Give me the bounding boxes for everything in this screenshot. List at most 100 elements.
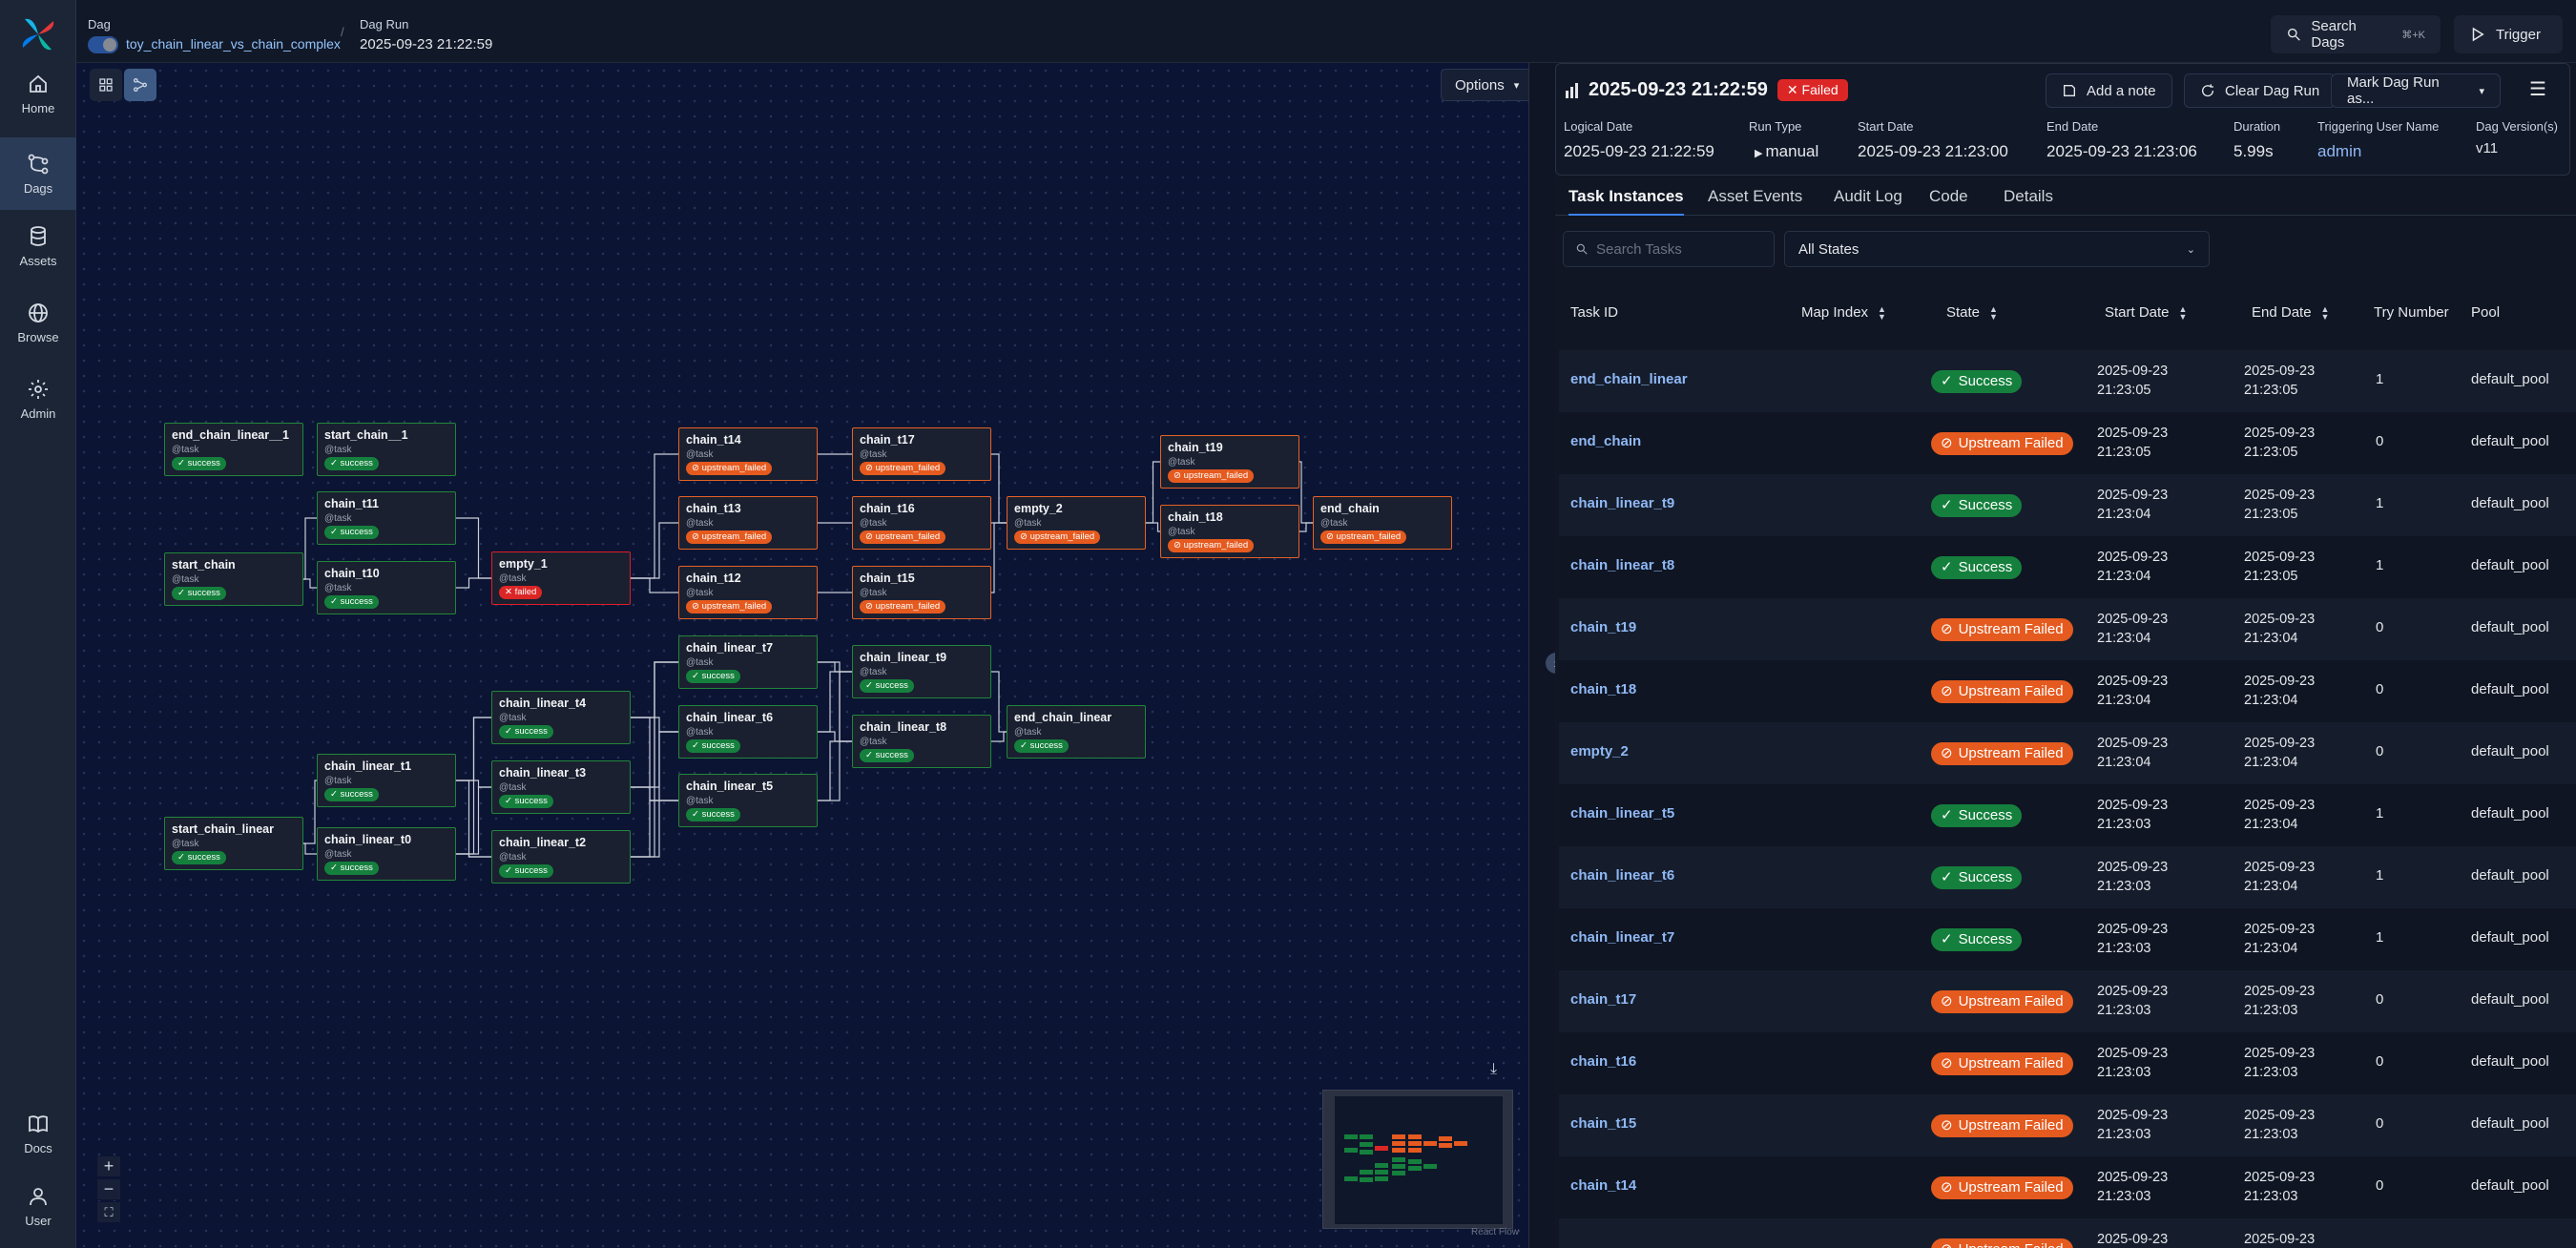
nav-home[interactable]: Home xyxy=(0,57,76,130)
task-id-link[interactable]: chain_t14 xyxy=(1570,1177,1637,1194)
task-node-chain-linear-t2[interactable]: chain_linear_t2 @task ✓ success xyxy=(491,830,631,884)
task-node-chain-t16[interactable]: chain_t16 @task ⊘ upstream_failed xyxy=(852,496,991,550)
task-node-chain-t18[interactable]: chain_t18 @task ⊘ upstream_failed xyxy=(1160,505,1299,558)
task-node-end-chain-linear--1[interactable]: end_chain_linear__1 @task ✓ success xyxy=(164,423,303,476)
task-id-link[interactable]: chain_linear_t9 xyxy=(1570,495,1675,511)
task-node-start-chain[interactable]: start_chain @task ✓ success xyxy=(164,552,303,606)
col-state[interactable]: State ▲ ▼ xyxy=(1946,304,1998,321)
dag-graph-canvas[interactable]: Options ▾ end_chain_linear__1 @task ✓ succ… xyxy=(76,63,1528,1248)
task-id-link[interactable]: chain_t17 xyxy=(1570,991,1637,1008)
task-node-empty-1[interactable]: empty_1 @task ✕ failed xyxy=(491,551,631,605)
graph-edge xyxy=(631,577,678,593)
task-id-link[interactable]: chain_t16 xyxy=(1570,1053,1637,1070)
try-number-cell: 1 xyxy=(2376,495,2384,511)
tab-asset-events[interactable]: Asset Events xyxy=(1708,187,1803,205)
task-node-type: @task xyxy=(686,657,714,668)
react-flow-attribution[interactable]: React Flow xyxy=(1471,1227,1520,1238)
clear-dag-run-button[interactable]: Clear Dag Run xyxy=(2184,73,2337,108)
task-node-chain-t13[interactable]: chain_t13 @task ⊘ upstream_failed xyxy=(678,496,818,550)
task-node-chain-linear-t8[interactable]: chain_linear_t8 @task ✓ success xyxy=(852,715,991,768)
dagrun-value[interactable]: 2025-09-23 21:22:59 xyxy=(360,36,493,52)
airflow-logo[interactable] xyxy=(17,13,59,55)
task-node-chain-linear-t9[interactable]: chain_linear_t9 @task ✓ success xyxy=(852,645,991,698)
task-node-chain-t19[interactable]: chain_t19 @task ⊘ upstream_failed xyxy=(1160,435,1299,489)
download-icon[interactable]: ⤓ xyxy=(1490,1061,1498,1077)
task-id-link[interactable]: chain_t19 xyxy=(1570,619,1637,635)
task-node-chain-t10[interactable]: chain_t10 @task ✓ success xyxy=(317,561,456,614)
zoom-in-button[interactable]: + xyxy=(97,1156,120,1177)
task-id-link[interactable]: chain_linear_t6 xyxy=(1570,867,1675,884)
task-node-start-chain--1[interactable]: start_chain__1 @task ✓ success xyxy=(317,423,456,476)
nav-user[interactable]: User xyxy=(0,1170,76,1242)
nav-browse[interactable]: Browse xyxy=(0,286,76,359)
start-date-time: 21:23:04 xyxy=(2097,693,2151,708)
trigger-button[interactable]: Trigger xyxy=(2454,15,2563,53)
state-filter-select[interactable]: All States ⌄ xyxy=(1784,231,2210,267)
col-try-number[interactable]: Try Number xyxy=(2374,304,2449,321)
task-node-chain-linear-t4[interactable]: chain_linear_t4 @task ✓ success xyxy=(491,691,631,744)
nav-docs[interactable]: Docs xyxy=(0,1097,76,1170)
task-node-chain-linear-t7[interactable]: chain_linear_t7 @task ✓ success xyxy=(678,635,818,689)
task-node-chain-linear-t1[interactable]: chain_linear_t1 @task ✓ success xyxy=(317,754,456,807)
add-note-button[interactable]: Add a note xyxy=(2046,73,2172,108)
grid-view-button[interactable] xyxy=(90,69,122,101)
task-node-end-chain-linear[interactable]: end_chain_linear @task ✓ success xyxy=(1007,705,1146,759)
task-node-chain-t17[interactable]: chain_t17 @task ⊘ upstream_failed xyxy=(852,427,991,481)
task-node-start-chain-linear[interactable]: start_chain_linear @task ✓ success xyxy=(164,817,303,870)
task-node-name: start_chain_linear xyxy=(172,822,274,836)
menu-icon[interactable]: ☰ xyxy=(2529,79,2546,100)
task-node-chain-linear-t0[interactable]: chain_linear_t0 @task ✓ success xyxy=(317,827,456,881)
start-date-day: 2025-09-23 xyxy=(2097,612,2169,627)
task-node-chain-t12[interactable]: chain_t12 @task ⊘ upstream_failed xyxy=(678,566,818,619)
dag-pause-toggle[interactable] xyxy=(88,36,118,53)
task-id-link[interactable]: end_chain xyxy=(1570,433,1642,449)
col-pool[interactable]: Pool xyxy=(2471,304,2500,321)
task-node-chain-linear-t5[interactable]: chain_linear_t5 @task ✓ success xyxy=(678,774,818,827)
task-id-link[interactable]: chain_linear_t7 xyxy=(1570,929,1675,946)
task-id-link[interactable]: chain_linear_t5 xyxy=(1570,805,1675,822)
tab-code[interactable]: Code xyxy=(1929,187,1968,205)
zoom-out-button[interactable]: − xyxy=(97,1179,120,1200)
options-button[interactable]: Options ▾ xyxy=(1441,69,1528,101)
col-task-id[interactable]: Task ID xyxy=(1570,304,1618,321)
task-id-link[interactable]: chain_linear_t8 xyxy=(1570,557,1675,573)
task-node-type: @task xyxy=(499,852,527,863)
task-node-chain-t11[interactable]: chain_t11 @task ✓ success xyxy=(317,491,456,545)
task-node-name: chain_linear_t4 xyxy=(499,697,587,710)
minimap-node xyxy=(1344,1176,1358,1181)
task-node-type: @task xyxy=(860,518,887,529)
fit-view-button[interactable]: ⛶ xyxy=(97,1202,120,1223)
graph-view-button[interactable] xyxy=(124,69,156,101)
task-node-chain-linear-t3[interactable]: chain_linear_t3 @task ✓ success xyxy=(491,760,631,814)
home-icon xyxy=(30,74,47,93)
col-map-index[interactable]: Map Index ▲ ▼ xyxy=(1801,304,1886,321)
start-date-time: 21:23:05 xyxy=(2097,383,2151,398)
tab-task-instances[interactable]: Task Instances xyxy=(1568,187,1684,216)
task-node-chain-linear-t6[interactable]: chain_linear_t6 @task ✓ success xyxy=(678,705,818,759)
task-node-chain-t14[interactable]: chain_t14 @task ⊘ upstream_failed xyxy=(678,427,818,481)
nav-dags[interactable]: Dags xyxy=(0,137,76,210)
minimap[interactable] xyxy=(1322,1090,1513,1229)
nav-admin[interactable]: Admin xyxy=(0,363,76,435)
tab-audit-log[interactable]: Audit Log xyxy=(1834,187,1902,205)
task-node-type: @task xyxy=(172,839,199,849)
task-node-empty-2[interactable]: empty_2 @task ⊘ upstream_failed xyxy=(1007,496,1146,550)
table-row: chain_t17 ⊘ Upstream Failed 2025-09-23 21:23… xyxy=(1559,970,2576,1032)
start-date-label: Start Date xyxy=(1858,119,1914,134)
task-node-chain-t15[interactable]: chain_t15 @task ⊘ upstream_failed xyxy=(852,566,991,619)
dag-name-link[interactable]: toy_chain_linear_vs_chain_complex xyxy=(126,36,341,52)
triggering-user-value[interactable]: admin xyxy=(2317,142,2362,160)
nav-assets[interactable]: Assets xyxy=(0,210,76,282)
task-id-link[interactable]: end_chain_linear xyxy=(1570,371,1688,387)
task-node-end-chain[interactable]: end_chain @task ⊘ upstream_failed xyxy=(1313,496,1452,550)
search-dags-button[interactable]: Search Dags ⌘+K xyxy=(2271,15,2441,53)
task-id-link[interactable]: chain_t15 xyxy=(1570,1115,1637,1132)
task-id-link[interactable]: empty_2 xyxy=(1570,743,1629,759)
col-end-date[interactable]: End Date ▲ ▼ xyxy=(2252,304,2329,321)
mark-dag-run-button[interactable]: Mark Dag Run as... ▾ xyxy=(2331,73,2501,108)
col-start-date[interactable]: Start Date ▲ ▼ xyxy=(2105,304,2187,321)
task-id-link[interactable]: chain_t18 xyxy=(1570,681,1637,697)
search-tasks-input[interactable]: Search Tasks xyxy=(1563,231,1775,267)
tab-details[interactable]: Details xyxy=(2004,187,2053,205)
task-node-type: @task xyxy=(172,574,199,585)
